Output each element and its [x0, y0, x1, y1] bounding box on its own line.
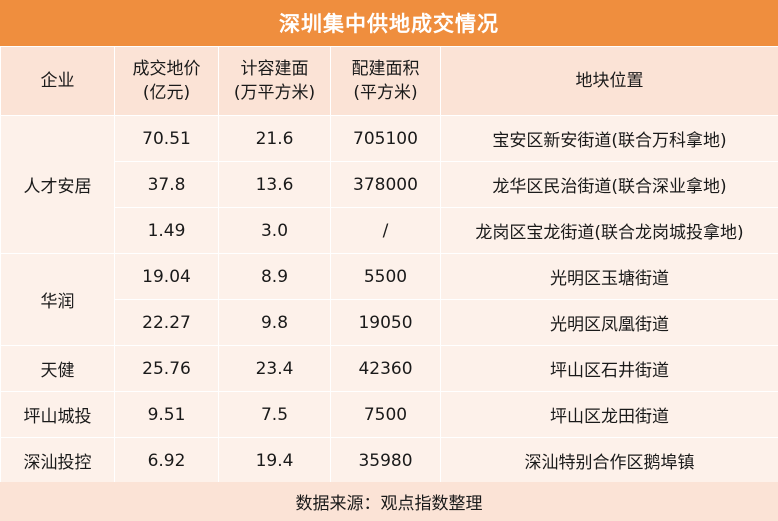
table-row: 人才安居 70.51 21.6 705100 宝安区新安街道(联合万科拿地) — [0, 115, 778, 254]
header-area: 计容建面 (万平方米) — [218, 46, 331, 116]
company-cell: 人才安居 — [0, 115, 115, 254]
table-row: 坪山城投 9.51 7.5 7500 坪山区龙田街道 — [0, 391, 778, 438]
area-cell: 21.6 — [218, 115, 331, 162]
table-row: 天健 25.76 23.4 42360 坪山区石井街道 — [0, 345, 778, 392]
company-cell: 坪山城投 — [0, 391, 115, 438]
supporting-cell: 19050 — [330, 299, 441, 346]
supporting-cell: 35980 — [330, 437, 441, 484]
area-cell: 19.4 — [218, 437, 331, 484]
supporting-cell: 378000 — [330, 161, 441, 208]
area-cell: 13.6 — [218, 161, 331, 208]
header-location: 地块位置 — [440, 46, 778, 116]
data-source-note: 数据来源：观点指数整理 — [0, 482, 778, 521]
header-company: 企业 — [0, 46, 115, 116]
price-cell: 9.51 — [114, 391, 219, 438]
table-title: 深圳集中供地成交情况 — [0, 0, 778, 46]
location-cell: 坪山区石井街道 — [440, 345, 778, 392]
header-price: 成交地价 (亿元) — [114, 46, 219, 116]
company-cell: 华润 — [0, 253, 115, 346]
table-row: 37.8 13.6 378000 龙华区民治街道(联合深业拿地) — [1, 161, 778, 208]
supporting-cell: 705100 — [330, 115, 441, 162]
price-cell: 6.92 — [114, 437, 219, 484]
supporting-cell: / — [330, 207, 441, 254]
company-cell: 深汕投控 — [0, 437, 115, 484]
land-transactions-table: 企业 成交地价 (亿元) 计容建面 (万平方米) 配建面积 (平方米) 地块位置 — [0, 46, 778, 484]
header-row: 企业 成交地价 (亿元) 计容建面 (万平方米) 配建面积 (平方米) 地块位置 — [0, 46, 778, 116]
location-cell: 龙岗区宝龙街道(联合龙岗城投拿地) — [440, 207, 778, 254]
company-cell: 天健 — [0, 345, 115, 392]
location-cell: 光明区玉塘街道 — [440, 253, 778, 300]
location-cell: 坪山区龙田街道 — [440, 391, 778, 438]
table-row: 深汕投控 6.92 19.4 35980 深汕特别合作区鹅埠镇 — [0, 437, 778, 484]
area-cell: 3.0 — [218, 207, 331, 254]
area-cell: 9.8 — [218, 299, 331, 346]
price-cell: 70.51 — [114, 115, 219, 162]
price-cell: 25.76 — [114, 345, 219, 392]
area-cell: 7.5 — [218, 391, 331, 438]
area-cell: 23.4 — [218, 345, 331, 392]
table-row: 1.49 3.0 / 龙岗区宝龙街道(联合龙岗城投拿地) — [1, 207, 778, 254]
table-row: 华润 19.04 8.9 5500 光明区玉塘街道 — [0, 253, 778, 346]
price-cell: 1.49 — [114, 207, 219, 254]
table-row: 22.27 9.8 19050 光明区凤凰街道 — [1, 299, 778, 346]
supporting-cell: 7500 — [330, 391, 441, 438]
supporting-cell: 42360 — [330, 345, 441, 392]
price-cell: 19.04 — [114, 253, 219, 300]
price-cell: 22.27 — [114, 299, 219, 346]
location-cell: 宝安区新安街道(联合万科拿地) — [440, 115, 778, 162]
location-cell: 光明区凤凰街道 — [440, 299, 778, 346]
supporting-cell: 5500 — [330, 253, 441, 300]
price-cell: 37.8 — [114, 161, 219, 208]
header-supporting-area: 配建面积 (平方米) — [330, 46, 441, 116]
location-cell: 龙华区民治街道(联合深业拿地) — [440, 161, 778, 208]
location-cell: 深汕特别合作区鹅埠镇 — [440, 437, 778, 484]
area-cell: 8.9 — [218, 253, 331, 300]
